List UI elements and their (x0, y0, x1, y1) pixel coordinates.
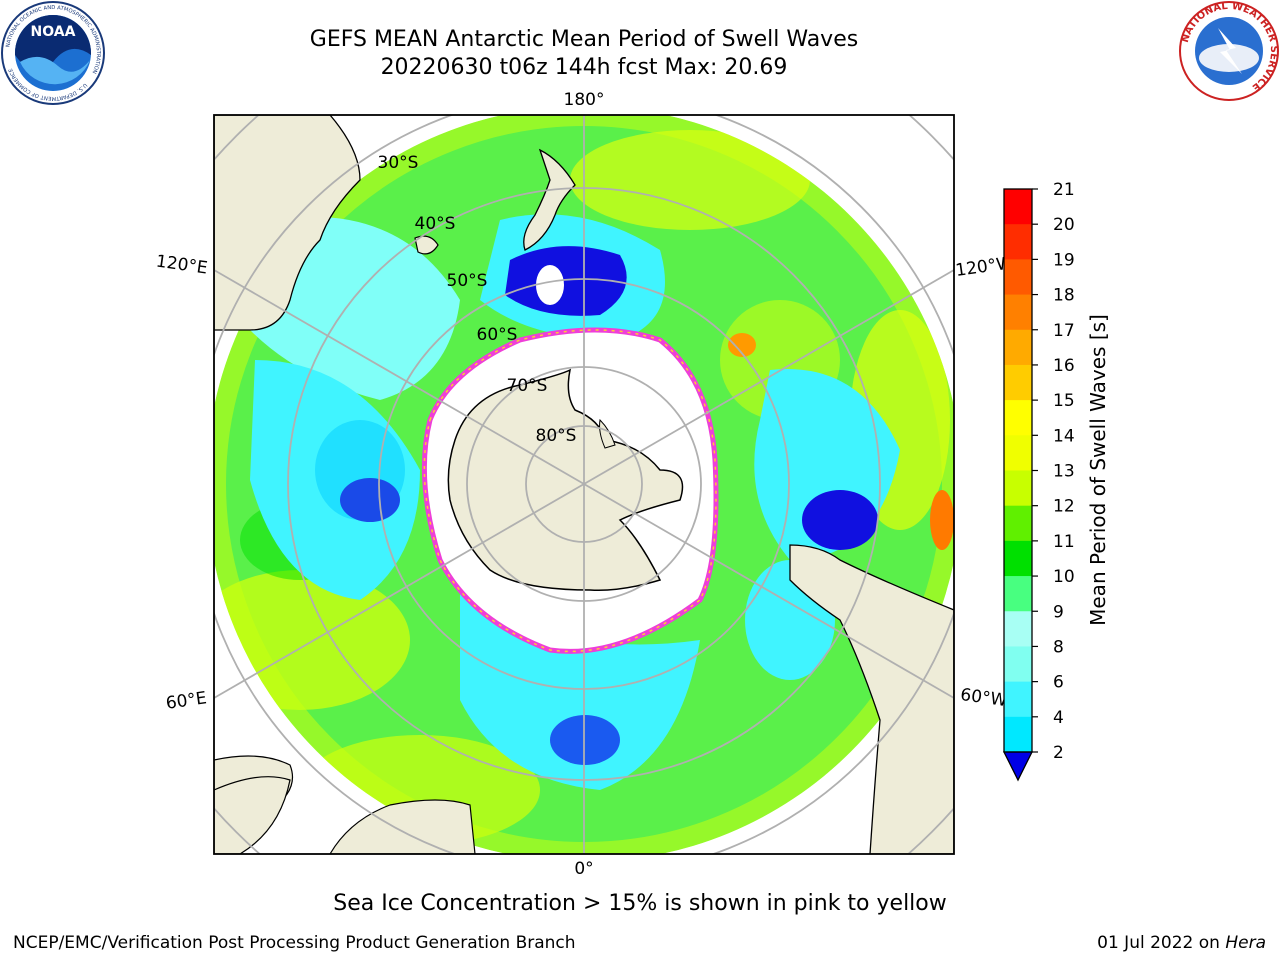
colorbar-tick-label: 9 (1053, 602, 1064, 622)
colorbar-tick-label: 2 (1053, 743, 1064, 763)
lon-label-120e: 120°E (155, 252, 209, 279)
land-masses (214, 115, 954, 854)
graticule (214, 115, 954, 854)
lon-label-0: 0° (574, 859, 593, 879)
colorbar-segment (1004, 681, 1032, 718)
colorbar-segment (1004, 505, 1032, 542)
footer-date: 01 Jul 2022 on Hera (1097, 933, 1266, 953)
lat-label-50s: 50°S (447, 271, 488, 291)
colorbar-segment (1004, 329, 1032, 366)
colorbar-tick-label: 13 (1053, 462, 1075, 482)
lon-label-180: 180° (564, 90, 605, 110)
antarctica (447, 368, 684, 592)
colorbar: 21 20 19 18 17 16 15 14 13 12 11 10 9 8 6 4 2 Mean Perio… (1002, 180, 1110, 782)
colorbar-tick-label: 6 (1053, 673, 1064, 693)
colorbar-segment (1004, 259, 1032, 296)
sea-ice-caption: Sea Ice Concentration > 15% is shown in … (333, 891, 947, 916)
colorbar-tick-label: 12 (1053, 497, 1075, 517)
colorbar-tick-label: 18 (1053, 286, 1075, 306)
lat-label-40s: 40°S (415, 214, 456, 234)
colorbar-tick-label: 10 (1053, 567, 1075, 587)
lon-label-60w: 60°W (959, 685, 1008, 711)
colorbar-segment (1004, 364, 1032, 401)
colorbar-segment (1004, 435, 1032, 471)
colorbar-tick-label: 19 (1053, 250, 1075, 270)
map-frame (213, 114, 955, 855)
lat-label-80s: 80°S (536, 426, 577, 446)
colorbar-ticks: 21 20 19 18 17 16 15 14 13 12 11 10 9 8 6 4 2 (1032, 180, 1075, 763)
colorbar-segment (1004, 716, 1032, 753)
colorbar-extend-arrow (1002, 751, 1034, 782)
chart-title: GEFS MEAN Antarctic Mean Period of Swell… (309, 27, 859, 52)
colorbar-tick-label: 20 (1053, 215, 1075, 235)
colorbar-tick-label: 15 (1053, 391, 1075, 411)
colorbar-segment (1004, 611, 1032, 647)
colorbar-segment (1004, 540, 1032, 577)
colorbar-segments (1004, 189, 1032, 753)
colorbar-label: Mean Period of Swell Waves [s] (1086, 314, 1110, 626)
colorbar-tick-label: 17 (1053, 321, 1075, 341)
colorbar-segment (1004, 224, 1032, 260)
lat-label-60s: 60°S (477, 325, 518, 345)
lat-label-30s: 30°S (378, 153, 419, 173)
footer-branch: NCEP/EMC/Verification Post Processing Pr… (13, 933, 576, 953)
footer-machine: Hera (1225, 933, 1266, 953)
noaa-logo-text: NOAA (31, 24, 76, 40)
colorbar-segment (1004, 470, 1032, 507)
colorbar-segment (1004, 400, 1032, 436)
colorbar-tick-label: 16 (1053, 356, 1075, 376)
lat-label-70s: 70°S (507, 376, 548, 396)
colorbar-tick-label: 11 (1053, 532, 1075, 552)
lon-label-60e: 60°E (165, 688, 208, 713)
colorbar-tick-label: 21 (1053, 180, 1075, 200)
colorbar-segment (1004, 646, 1032, 683)
colorbar-segment (1004, 189, 1032, 225)
footer-date-text: 01 Jul 2022 on (1097, 933, 1226, 953)
colorbar-tick-label: 4 (1053, 708, 1064, 728)
chart-subtitle: 20220630 t06z 144h fcst Max: 20.69 (380, 55, 788, 80)
colorbar-tick-label: 14 (1053, 426, 1075, 446)
colorbar-tick-label: 8 (1053, 637, 1064, 657)
colorbar-segment (1004, 576, 1032, 612)
noaa-logo: NOAA NATIONAL OCEANIC AND ATMOSPHERIC AD… (1, 1, 105, 105)
nws-logo: NATIONAL WEATHER SERVICE (1179, 1, 1279, 101)
colorbar-segment (1004, 294, 1032, 331)
